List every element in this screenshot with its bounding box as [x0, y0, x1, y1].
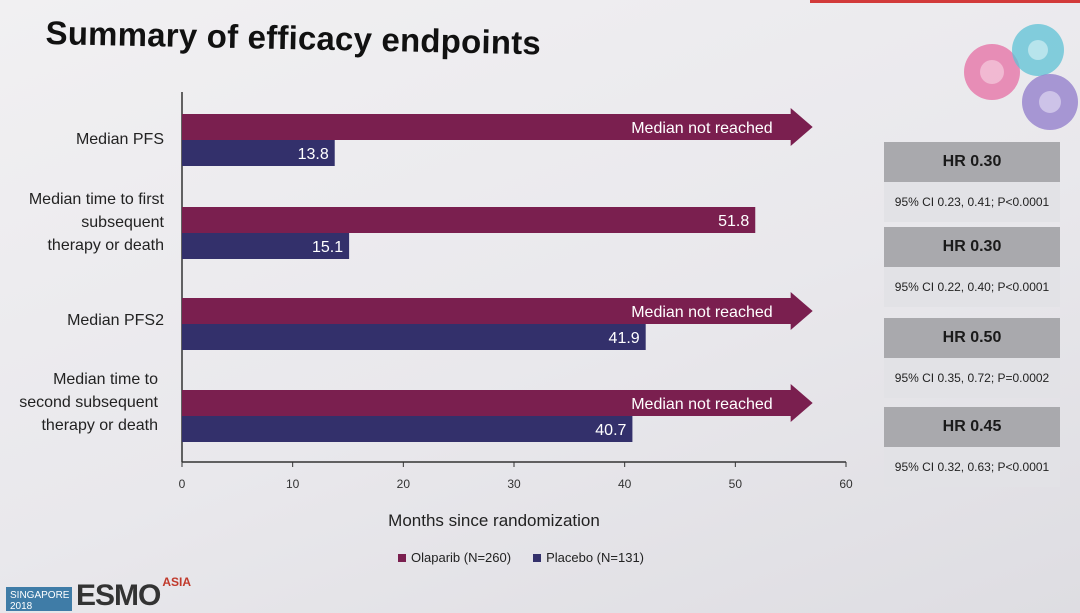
- x-tick-label: 50: [729, 477, 743, 491]
- category-label: Median time to second subsequent therapy o…: [0, 368, 158, 437]
- bar-value-label: Median not reached: [631, 396, 772, 413]
- bar-value-label: 51.8: [718, 213, 749, 230]
- bar-olaparib-arrow: [182, 292, 813, 330]
- bar-placebo: [182, 324, 646, 350]
- legend-swatch-placebo: [533, 553, 542, 562]
- bar-placebo: [182, 233, 350, 259]
- bar-value-label: 40.7: [595, 422, 626, 439]
- category-label: Median time to first subsequent therapy or…: [4, 188, 164, 257]
- category-label-line: therapy or death: [47, 237, 164, 254]
- bar-olaparib-arrow: [182, 108, 813, 146]
- legend-label-placebo: Placebo (N=131): [546, 550, 644, 565]
- x-tick-label: 60: [839, 477, 853, 491]
- category-label-line: Median time to first: [28, 191, 164, 208]
- category-label: Median PFS2: [4, 309, 164, 332]
- hr-value: HR 0.30: [884, 142, 1060, 182]
- category-label-line: Median PFS2: [67, 312, 164, 329]
- bar-value-label: 41.9: [609, 330, 640, 347]
- top-accent-line: [810, 0, 1080, 3]
- category-label-line: Median PFS: [75, 131, 164, 148]
- bar-placebo: [182, 140, 335, 166]
- chart-legend: Olaparib (N=260) Placebo (N=131): [398, 550, 644, 565]
- bar-olaparib: [182, 207, 756, 233]
- hr-confidence-interval: 95% CI 0.23, 0.41; P<0.0001: [884, 182, 1060, 222]
- category-label-line: subsequent: [81, 214, 164, 231]
- x-tick-label: 20: [397, 477, 411, 491]
- hr-value: HR 0.50: [884, 318, 1060, 358]
- hr-box: HR 0.30 95% CI 0.22, 0.40; P<0.0001: [884, 227, 1060, 307]
- hr-box: HR 0.45 95% CI 0.32, 0.63; P<0.0001: [884, 407, 1060, 487]
- hr-box: HR 0.50 95% CI 0.35, 0.72; P=0.0002: [884, 318, 1060, 398]
- x-tick-label: 0: [179, 477, 186, 491]
- flower-decoration-icon: [964, 24, 1078, 130]
- bar-value-label: 13.8: [298, 146, 329, 163]
- hr-value: HR 0.45: [884, 407, 1060, 447]
- esmo-logo: ESMO: [76, 579, 161, 612]
- bar-value-label: Median not reached: [631, 304, 772, 321]
- meeting-tag: SINGAPORE 2018: [6, 587, 72, 612]
- x-tick-label: 40: [618, 477, 632, 491]
- x-tick-label: 30: [507, 477, 521, 491]
- bar-value-label: 15.1: [312, 239, 343, 256]
- footer-branding: SINGAPORE 2018 ESMO ASIA: [6, 575, 192, 612]
- category-label-line: second subsequent: [19, 394, 158, 411]
- hr-value: HR 0.30: [884, 227, 1060, 267]
- esmo-logo-suffix: ASIA: [162, 575, 192, 589]
- category-label-line: therapy or death: [41, 417, 158, 434]
- legend-item-placebo: Placebo (N=131): [533, 550, 644, 565]
- category-label-line: Median time to: [53, 371, 158, 388]
- category-label: Median PFS: [4, 128, 164, 151]
- x-tick-label: 10: [286, 477, 300, 491]
- bar-value-label: Median not reached: [631, 120, 772, 137]
- hr-confidence-interval: 95% CI 0.35, 0.72; P=0.0002: [884, 358, 1060, 398]
- hr-confidence-interval: 95% CI 0.32, 0.63; P<0.0001: [884, 447, 1060, 487]
- x-axis-label: Months since randomization: [388, 511, 600, 530]
- legend-item-olaparib: Olaparib (N=260): [398, 550, 511, 565]
- bar-placebo: [182, 416, 633, 442]
- bar-olaparib-arrow: [182, 384, 813, 422]
- legend-swatch-olaparib: [398, 553, 406, 562]
- hr-confidence-interval: 95% CI 0.22, 0.40; P<0.0001: [884, 267, 1060, 307]
- legend-label-olaparib: Olaparib (N=260): [411, 550, 512, 565]
- hr-box: HR 0.30 95% CI 0.23, 0.41; P<0.0001: [884, 142, 1060, 222]
